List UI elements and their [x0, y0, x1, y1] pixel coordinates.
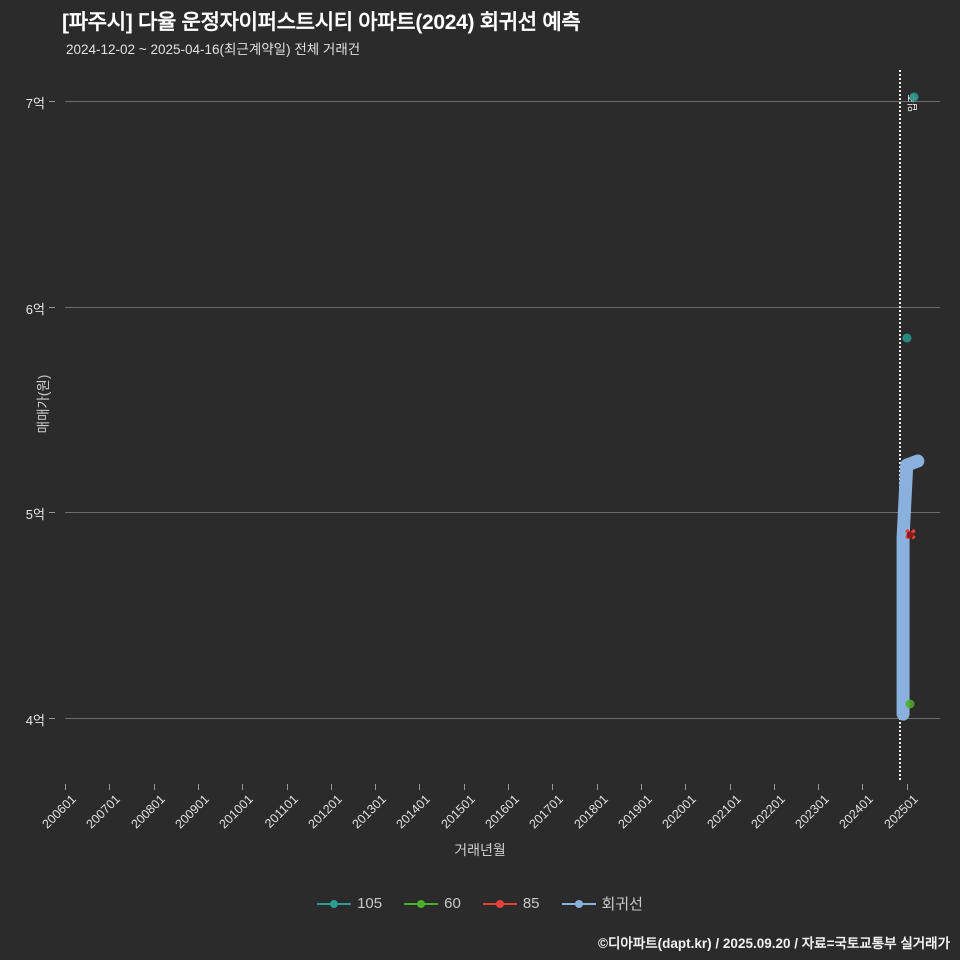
gridline-y	[65, 718, 940, 720]
legend-label: 105	[357, 895, 383, 912]
x-tick-mark	[419, 784, 421, 790]
legend-swatch-icon	[482, 898, 517, 910]
data-point-85-center	[906, 531, 914, 539]
x-tick-mark	[153, 784, 155, 790]
x-tick-mark	[862, 784, 864, 790]
x-tick-mark	[640, 784, 642, 790]
data-point-105	[909, 92, 919, 102]
legend-label: 60	[444, 895, 461, 912]
chart-legend: 105 60 85 회귀선	[0, 893, 960, 914]
chart-subtitle: 2024-12-02 ~ 2025-04-16(최근계약일) 전체 거래건	[66, 42, 361, 57]
x-tick-mark	[818, 784, 820, 790]
x-tick-mark	[685, 784, 687, 790]
regression-line	[896, 454, 925, 721]
x-tick-mark	[463, 784, 465, 790]
x-tick-mark	[330, 784, 332, 790]
data-point-105	[902, 333, 912, 343]
x-tick-mark	[552, 784, 554, 790]
y-tick-mark	[49, 100, 55, 102]
y-tick-label: 7억	[25, 95, 45, 111]
gridline-y	[65, 306, 940, 308]
y-axis-labels: 4억 5억 6억 7억	[0, 70, 55, 780]
x-tick-mark	[286, 784, 288, 790]
gridline-y	[65, 512, 940, 514]
y-tick-label: 5억	[25, 507, 45, 523]
x-tick-mark	[773, 784, 775, 790]
chart-title: [파주시] 다율 운정자이퍼스트시티 아파트(2024) 회귀선 예측	[62, 11, 581, 34]
legend-swatch-icon	[317, 898, 352, 910]
x-tick-mark	[242, 784, 244, 790]
legend-item-회귀선[interactable]: 회귀선	[561, 893, 643, 914]
legend-label: 회귀선	[601, 896, 643, 913]
legend-swatch-icon	[561, 898, 596, 910]
y-tick-label: 4억	[25, 713, 45, 729]
legend-item-60[interactable]: 60	[404, 895, 461, 912]
x-tick-mark	[65, 784, 66, 790]
gridline-y	[65, 100, 940, 102]
y-tick-mark	[49, 306, 55, 308]
occupancy-event-line	[899, 70, 902, 780]
regression-path	[896, 454, 925, 721]
data-point-60	[905, 699, 915, 709]
legend-item-105[interactable]: 105	[317, 895, 382, 912]
x-tick-mark	[508, 784, 510, 790]
legend-swatch-icon	[404, 898, 439, 910]
x-tick-mark	[906, 784, 908, 790]
x-tick-mark	[197, 784, 199, 790]
legend-item-85[interactable]: 85	[482, 895, 540, 912]
x-tick-mark	[596, 784, 598, 790]
y-tick-mark	[49, 512, 55, 514]
y-tick-mark	[49, 718, 55, 720]
x-tick-mark	[729, 784, 731, 790]
legend-label: 85	[522, 895, 540, 912]
y-tick-label: 6억	[25, 301, 45, 317]
footer-credit: ©디아파트(dapt.kr) / 2025.09.20 / 자료=국토교통부 실…	[598, 936, 950, 951]
x-tick-mark	[109, 784, 111, 790]
x-axis-title: 거래년월	[454, 842, 506, 858]
x-tick-mark	[375, 784, 377, 790]
plot-area: 입주 ✖	[65, 70, 940, 780]
